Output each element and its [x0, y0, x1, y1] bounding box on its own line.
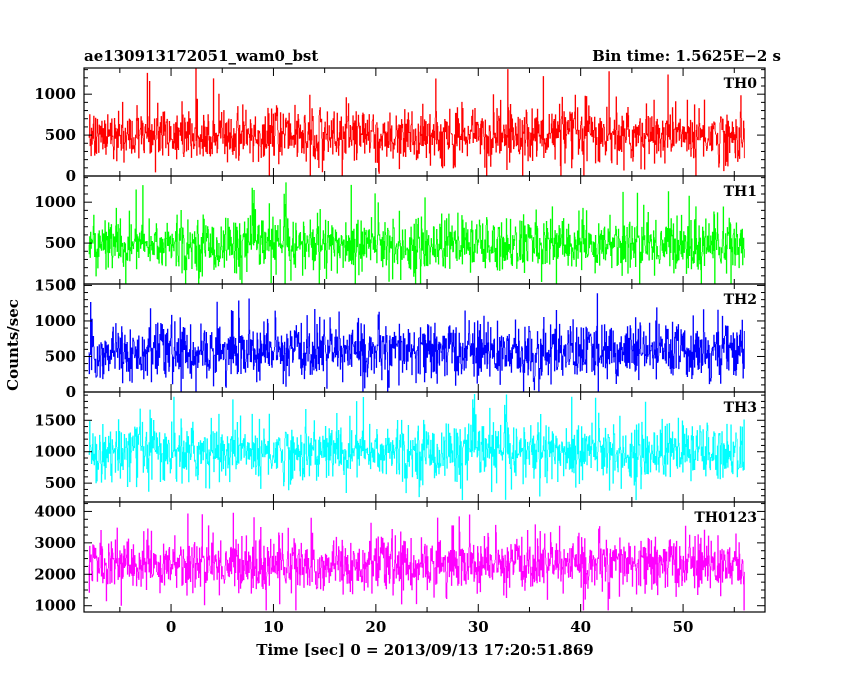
x-tick-label: 10 — [263, 618, 284, 636]
chart-title-left: ae130913172051_wam0_bst — [84, 47, 318, 65]
panel-th0: 0 500 1000 TH0 — [34, 67, 766, 185]
panels-group: 0 500 1000 TH0 0 500 1000 TH1 0 500 1000 1500 TH2 500… — [34, 67, 766, 615]
series-line-th2 — [88, 293, 745, 392]
chart-title-right: Bin time: 1.5625E−2 s — [592, 47, 781, 65]
series-label-th3: TH3 — [724, 400, 757, 416]
x-axis-label: Time [sec] 0 = 2013/09/13 17:20:51.869 — [256, 641, 593, 659]
y-tick-label: 3000 — [34, 534, 76, 552]
x-tick-label: 0 — [166, 618, 176, 636]
series-label-th2: TH2 — [724, 292, 757, 308]
series-line-th0123 — [88, 512, 745, 611]
y-tick-label: 4000 — [34, 502, 76, 520]
panel-frame — [83, 501, 766, 613]
y-tick-label: 2000 — [34, 565, 76, 583]
panel-th1: 0 500 1000 TH1 — [34, 175, 766, 293]
series-line-th3 — [88, 394, 745, 501]
x-tick-label: 30 — [468, 618, 489, 636]
y-tick-label: 1000 — [34, 193, 76, 211]
y-tick-label: 1000 — [34, 597, 76, 615]
x-tick-label: 50 — [673, 618, 694, 636]
y-tick-label: 1000 — [34, 312, 76, 330]
y-tick-label: 500 — [45, 474, 76, 492]
y-tick-label: 1500 — [34, 411, 76, 429]
x-tick-labels: 0 10 20 30 40 50 — [166, 618, 694, 636]
y-tick-label: 500 — [45, 126, 76, 144]
y-tick-label: 500 — [45, 347, 76, 365]
y-tick-label: 0 — [66, 383, 76, 401]
panel-th2: 0 500 1000 1500 TH2 — [34, 276, 766, 401]
y-tick-label: 1000 — [34, 85, 76, 103]
series-line-th0 — [88, 68, 745, 176]
series-label-th1: TH1 — [724, 184, 757, 200]
x-tick-label: 20 — [365, 618, 386, 636]
y-tick-label: 500 — [45, 234, 76, 252]
y-axis-label: Counts/sec — [4, 299, 22, 391]
y-tick-label: 0 — [66, 275, 76, 293]
series-label-th0: TH0 — [724, 76, 758, 92]
panel-th0123: 1000 2000 3000 4000 TH0123 — [34, 501, 766, 615]
x-tick-label: 40 — [570, 618, 591, 636]
series-label-th0123: TH0123 — [694, 510, 757, 526]
y-tick-label: 0 — [66, 167, 76, 185]
y-tick-label: 1000 — [34, 443, 76, 461]
series-line-th1 — [88, 182, 745, 284]
y-tick-label: 1500 — [34, 276, 76, 294]
panel-th3: 500 1000 1500 TH3 — [34, 391, 766, 503]
